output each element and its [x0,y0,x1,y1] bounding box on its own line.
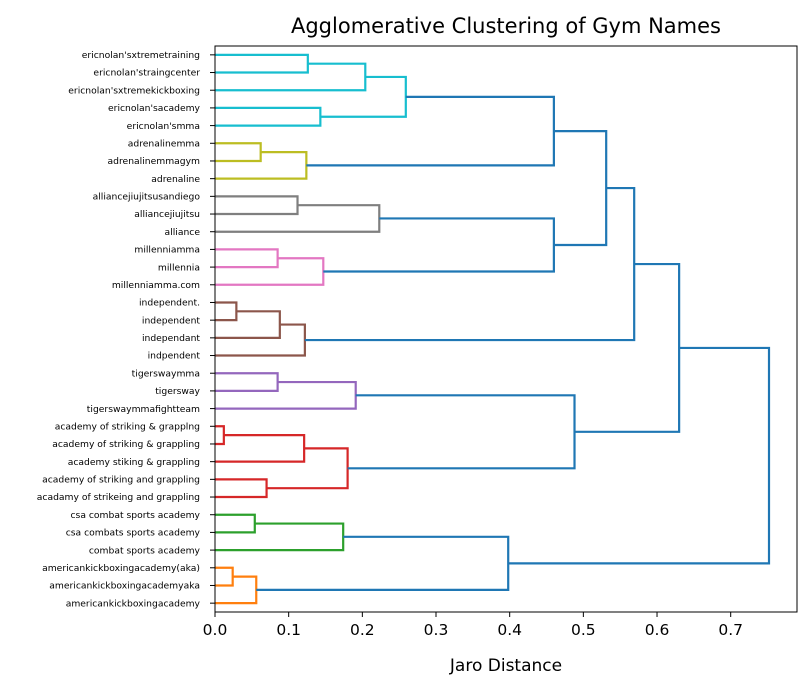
dendrogram-link [215,248,279,269]
dendrogram-link [215,478,268,499]
leaf-label: ericnolan'sacademy [108,103,201,114]
leaf-label: millennia [158,262,200,273]
dendrogram-link [215,106,322,127]
x-tick-label: 0.0 [203,621,228,639]
leaf-label: indpendent [148,351,201,362]
dendrogram-link [553,130,608,247]
leaf-label: ericnolan'smma [127,121,200,132]
dendrogram-link [215,257,325,286]
leaf-label: tigerswaymma [132,368,200,379]
dendrogram-link [215,301,238,322]
dendrogram-link [215,575,258,605]
dendrogram-link [215,522,345,552]
dendrogram-link [215,425,225,446]
dendrogram-link [215,195,299,216]
x-tick-label: 0.5 [571,621,596,639]
leaf-label: alliance [165,227,201,238]
dendrogram-link [215,62,367,92]
leaf-label: millenniamma [134,245,200,256]
leaf-label: csa combat sports academy [70,510,200,521]
dendrogram-link [323,217,555,273]
dendrogram-link [306,95,555,167]
leaf-label: americankickboxingacademy(aka) [42,563,200,574]
dendrogram-link [215,310,281,339]
x-tick-label: 0.4 [497,621,522,639]
dendrogram-link [215,323,306,357]
leaf-label: academy of striking and grappling [42,475,200,486]
plot-frame [214,45,798,613]
leaf-label: ericnolan'sxtremekickboxing [68,85,200,96]
dendrogram-link [215,566,234,587]
leaf-label: millenniamma.com [112,280,200,291]
x-tick-label: 0.6 [645,621,670,639]
leaf-label: academy of striking & grapplng [55,421,200,432]
leaf-label: tigerswaymmafightteam [87,404,200,415]
dendrogram-link [215,204,381,233]
leaf-label: combat sports academy [89,545,201,556]
leaf-label: adrenaline [151,174,200,185]
dendrogram-link [304,186,636,342]
leaf-label: alliancejiujitsu [134,209,200,220]
leaf-label: independent [142,315,200,326]
x-tick-label: 0.1 [276,621,301,639]
x-tick-label: 0.7 [718,621,743,639]
dendrogram-link [266,447,349,490]
leaf-label: independent. [139,298,200,309]
dendrogram-link [347,394,576,470]
leaf-labels: ericnolan'sxtremetraining ericnolan'strai… [37,50,215,609]
leaf-label: americankickboxingacademy [66,598,201,609]
leaf-label: independant [142,333,200,344]
dendrogram-link [508,346,771,565]
leaf-label: adrenalinemmagym [108,156,201,167]
dendrogram-links [215,53,771,605]
x-axis: 0.0 0.1 0.2 0.3 0.4 0.5 0.6 0.7 [203,612,743,639]
leaf-label: academy stiking & grappling [68,457,200,468]
x-axis-label: Jaro Distance [449,656,562,676]
leaf-label: alliancejiujitsusandiego [93,192,201,203]
leaf-label: csa combats sports academy [66,528,201,539]
x-tick-label: 0.3 [424,621,449,639]
leaf-label: tigersway [155,386,200,397]
dendrogram-link [215,513,256,534]
chart-title: Agglomerative Clustering of Gym Names [291,14,721,38]
x-tick-label: 0.2 [350,621,375,639]
dendrogram-link [320,75,407,118]
leaf-label: americankickboxingacademyaka [49,581,200,592]
leaf-label: acadamy of strikeing and grappling [37,492,200,503]
dendrogram-link [215,372,279,393]
leaf-label: ericnolan'straingcenter [93,68,200,79]
leaf-label: ericnolan'sxtremetraining [82,50,200,61]
dendrogram-link [215,53,309,74]
dendrogram-link [256,535,510,591]
dendrogram-link [574,262,681,433]
dendrogram-link [215,434,306,463]
leaf-label: adrenalinemma [128,138,200,149]
dendrogram-link [215,142,262,163]
leaf-label: academy of striking & grappling [52,439,200,450]
dendrogram-link [215,380,357,410]
